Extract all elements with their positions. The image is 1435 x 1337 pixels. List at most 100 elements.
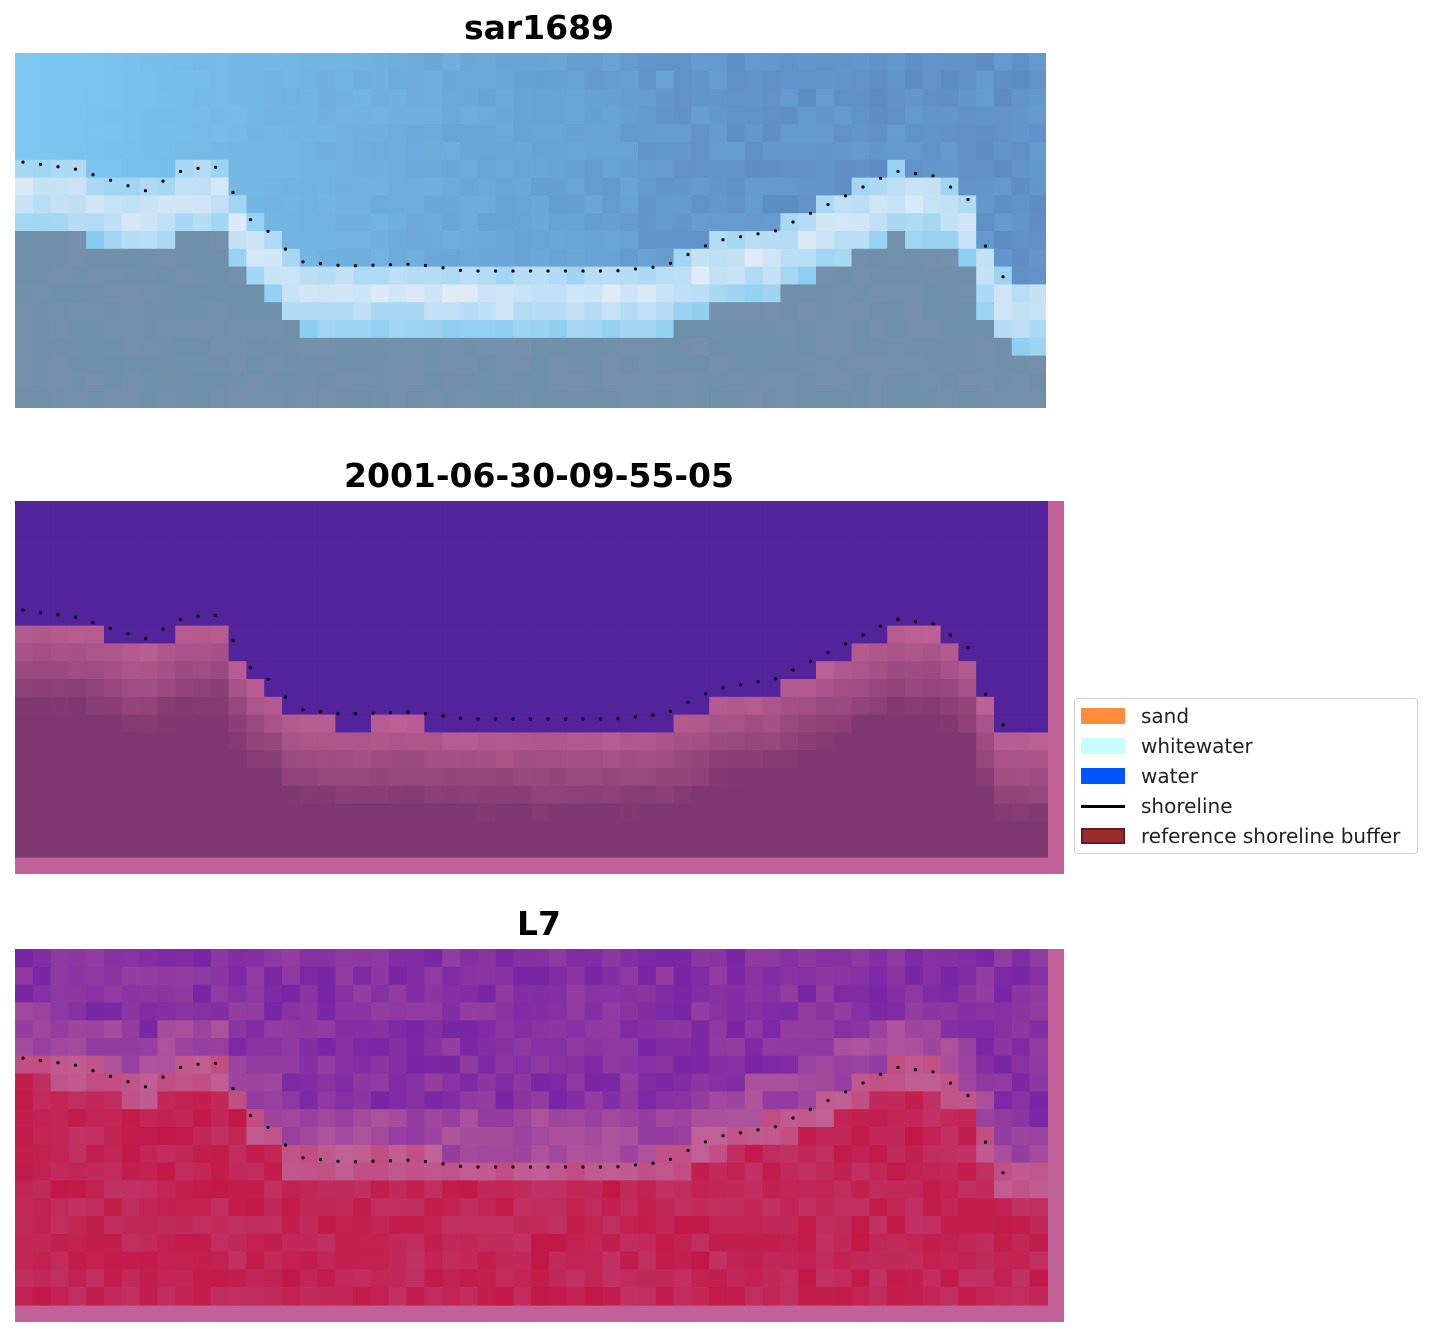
pixel: [958, 966, 977, 986]
pixel: [994, 320, 1013, 339]
pixel: [691, 839, 710, 858]
shoreline-point: [773, 677, 778, 681]
pixel: [353, 355, 372, 374]
pixel: [673, 1091, 692, 1110]
pixel: [922, 248, 942, 268]
pixel: [584, 320, 603, 339]
shoreline-point: [896, 617, 900, 621]
pixel: [406, 679, 425, 698]
pixel: [566, 679, 586, 698]
pixel: [851, 643, 870, 662]
pixel: [442, 142, 461, 161]
pixel: [638, 284, 657, 303]
pixel: [175, 1055, 194, 1075]
pixel: [833, 1073, 853, 1092]
pixel: [958, 554, 977, 573]
pixel: [282, 821, 301, 840]
pixel: [299, 1038, 319, 1057]
pixel: [798, 231, 817, 250]
pixel: [50, 572, 69, 591]
pixel: [994, 337, 1013, 357]
pixel: [32, 949, 52, 968]
pixel: [655, 1233, 675, 1253]
pixel: [175, 1144, 194, 1164]
pixel: [86, 195, 105, 214]
pixel: [869, 803, 888, 822]
pixel: [86, 949, 105, 968]
shoreline-point: [581, 269, 585, 273]
pixel: [673, 625, 692, 644]
shoreline-point: [616, 269, 620, 273]
pixel: [549, 231, 568, 250]
pixel: [193, 1233, 212, 1253]
pixel: [15, 625, 34, 644]
pixel: [246, 266, 265, 285]
shoreline-point: [476, 717, 480, 721]
pixel: [68, 572, 87, 591]
pixel: [246, 949, 265, 968]
pixel: [602, 785, 621, 805]
pixel: [620, 124, 639, 143]
pixel: [104, 679, 123, 698]
pixel: [1029, 803, 1048, 822]
pixel: [282, 1198, 301, 1217]
pixel: [655, 643, 675, 662]
pixel: [139, 984, 158, 1003]
pixel: [727, 88, 746, 107]
pixel: [388, 750, 408, 769]
pixel: [513, 320, 532, 339]
pixel: [602, 536, 621, 555]
legend-item-whitewater: whitewater: [1081, 733, 1253, 759]
pixel: [976, 768, 995, 787]
pixel: [762, 607, 781, 627]
pixel: [460, 195, 479, 214]
pixel: [905, 1055, 924, 1075]
pixel: [139, 839, 158, 858]
pixel: [157, 803, 176, 822]
pixel: [86, 966, 105, 986]
shoreline-point: [756, 680, 760, 684]
pixel: [353, 53, 372, 72]
pixel: [495, 195, 514, 214]
pixel: [513, 124, 532, 143]
pixel: [442, 536, 461, 555]
pixel: [940, 53, 959, 72]
pixel: [299, 966, 319, 986]
pixel: [513, 1109, 532, 1128]
pixel: [905, 732, 924, 751]
pixel: [638, 142, 657, 161]
pixel: [816, 1127, 835, 1146]
pixel: [566, 984, 586, 1003]
pixel: [1011, 1144, 1031, 1164]
pixel: [388, 696, 408, 716]
pixel: [762, 1073, 781, 1092]
pixel: [762, 70, 781, 90]
pixel: [549, 1091, 568, 1110]
pixel: [424, 607, 443, 627]
pixel: [833, 320, 853, 339]
pixel: [994, 1287, 1013, 1306]
pixel: [193, 661, 212, 680]
pixel: [655, 732, 675, 751]
pixel: [460, 248, 479, 268]
pixel: [602, 337, 621, 357]
pixel: [638, 732, 657, 751]
pixel: [816, 231, 835, 250]
pixel: [282, 302, 301, 321]
pixel: [584, 1055, 603, 1075]
pixel: [780, 320, 799, 339]
pixel: [406, 554, 425, 573]
pixel: [15, 373, 34, 392]
pixel: [994, 1144, 1013, 1164]
pixel: [940, 714, 959, 733]
pixel: [727, 231, 746, 250]
pixel: [157, 643, 176, 662]
pixel: [477, 536, 497, 555]
pixel: [1029, 1269, 1048, 1288]
pixel: [282, 159, 301, 179]
pixel: [655, 159, 675, 179]
pixel: [655, 355, 675, 374]
pixel: [299, 266, 319, 285]
pixel: [513, 625, 532, 644]
pixel: [584, 732, 603, 751]
